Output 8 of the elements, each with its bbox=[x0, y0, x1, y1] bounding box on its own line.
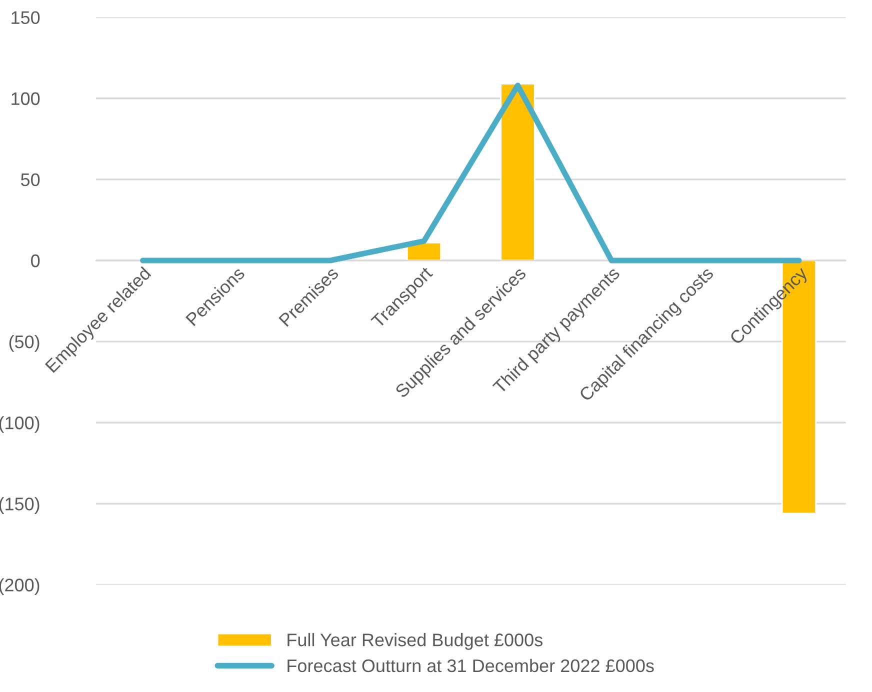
y-tick-label: 0 bbox=[31, 254, 40, 268]
bar bbox=[500, 83, 536, 262]
y-tick-label: 150 bbox=[12, 11, 40, 24]
legend-label: Forecast Outturn at 31 December 2022 £000s bbox=[288, 658, 654, 672]
y-tick-label: (50) bbox=[9, 335, 40, 352]
y-tick-label: 50 bbox=[21, 173, 40, 186]
legend-label: Full Year Revised Budget £000s bbox=[288, 633, 542, 650]
y-tick-label: 100 bbox=[12, 92, 40, 106]
